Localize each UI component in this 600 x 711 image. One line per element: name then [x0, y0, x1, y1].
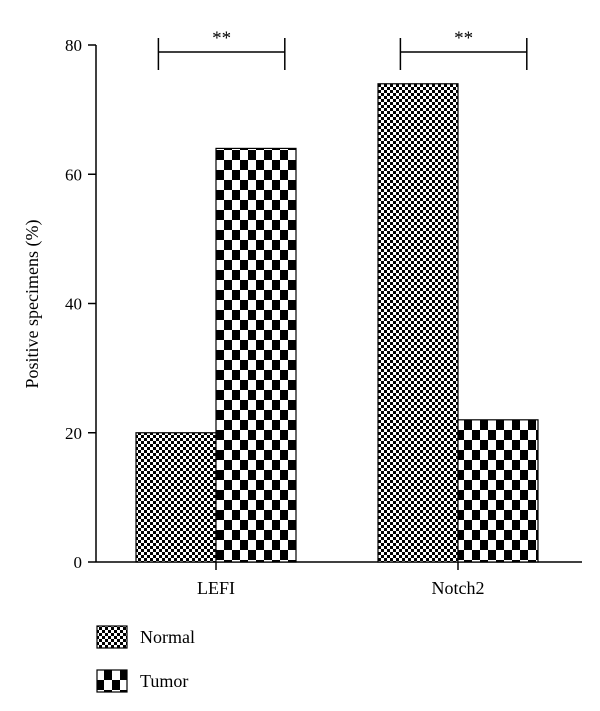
- bar-tumor-lefi: [215, 147, 297, 563]
- significance-bracket: **: [399, 28, 528, 70]
- legend-item-normal: Normal: [96, 625, 195, 649]
- y-axis-title: Positive specimens (%): [22, 220, 43, 389]
- legend: Normal Tumor: [96, 625, 195, 693]
- bar-tumor-notch2: [457, 419, 539, 563]
- legend-swatch: [96, 625, 128, 649]
- legend-swatch: [96, 669, 128, 693]
- x-axis: LEFI Notch2: [96, 561, 582, 598]
- significance-label: **: [212, 28, 231, 49]
- bar-normal-notch2: [377, 83, 459, 563]
- y-axis: 0 20 40 60 80: [65, 36, 97, 572]
- legend-label: Tumor: [140, 671, 188, 691]
- legend-item-tumor: Tumor: [96, 669, 188, 693]
- bar-normal-lefi: [135, 432, 217, 563]
- bars: [135, 83, 539, 563]
- x-tick-label: LEFI: [197, 578, 235, 598]
- y-tick-label: 60: [65, 165, 82, 184]
- y-tick-label: 0: [74, 553, 83, 572]
- y-tick-label: 40: [65, 295, 82, 314]
- x-tick-label: Notch2: [432, 578, 485, 598]
- y-tick-label: 80: [65, 36, 82, 55]
- legend-label: Normal: [140, 627, 195, 647]
- significance-markers: ** **: [157, 28, 528, 70]
- significance-bracket: **: [157, 28, 286, 70]
- significance-label: **: [454, 28, 473, 49]
- y-tick-label: 20: [65, 424, 82, 443]
